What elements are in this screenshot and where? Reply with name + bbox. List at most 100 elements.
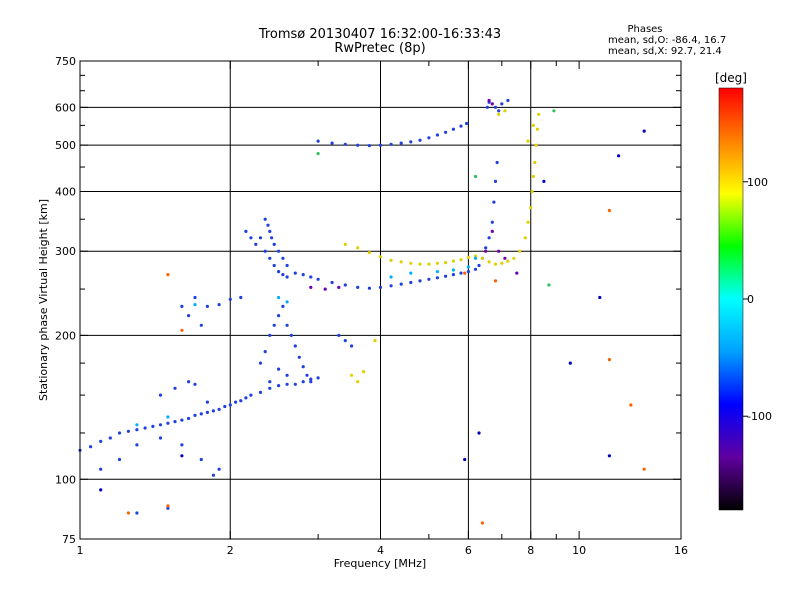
data-point (418, 138, 422, 142)
data-point (337, 285, 341, 289)
data-point (316, 376, 320, 380)
data-point (493, 262, 498, 266)
data-point (330, 141, 334, 145)
data-point (305, 373, 309, 377)
data-point (463, 457, 467, 462)
data-point (301, 365, 305, 369)
data-point (249, 393, 253, 397)
data-point (506, 259, 510, 263)
data-point (506, 98, 510, 103)
data-point (217, 303, 221, 307)
data-point (463, 271, 467, 275)
data-point (493, 105, 498, 109)
data-point (187, 416, 191, 421)
data-point (99, 467, 103, 471)
data-point (399, 282, 403, 286)
data-point (451, 273, 455, 277)
data-point (239, 295, 243, 300)
data-point (277, 270, 281, 274)
data-point (205, 400, 209, 404)
data-point (217, 467, 221, 471)
data-point (444, 274, 448, 278)
data-point (487, 260, 491, 264)
data-point (89, 445, 93, 449)
x-tick-label: 1 (77, 544, 84, 557)
data-point (378, 255, 383, 259)
data-point (173, 386, 177, 390)
data-point (465, 121, 469, 126)
data-point (356, 246, 360, 250)
data-point (244, 229, 248, 233)
data-point (193, 382, 197, 386)
data-point (378, 143, 383, 147)
chart-subtitle: RwPretec (8p) (334, 41, 425, 56)
data-point (466, 270, 470, 274)
colorbar-ticks: 100 0 -100 (743, 176, 772, 423)
data-point (117, 457, 122, 462)
data-point (493, 179, 498, 183)
y-tick-label: 100 (55, 473, 76, 486)
data-point (427, 277, 431, 281)
data-point (281, 256, 285, 260)
data-point (503, 256, 507, 260)
data-point (362, 370, 366, 374)
data-point (459, 258, 463, 262)
data-point (126, 429, 130, 433)
data-point (166, 421, 170, 425)
data-point (277, 367, 281, 371)
stats-o-line: mean, sd,O: -86.4, 16.7 (608, 35, 726, 46)
data-point (373, 339, 377, 343)
data-point (534, 143, 538, 147)
data-point (258, 390, 263, 394)
data-point (533, 160, 537, 165)
data-point (459, 271, 463, 275)
data-point (409, 261, 413, 265)
data-point (473, 174, 478, 179)
data-point (223, 404, 227, 409)
data-point (515, 271, 519, 275)
data-point (389, 275, 393, 279)
data-point (480, 521, 484, 525)
data-point (535, 127, 540, 131)
data-point (547, 283, 551, 287)
data-point (642, 129, 646, 133)
data-point (399, 260, 403, 264)
data-point (193, 295, 197, 300)
data-point (281, 304, 285, 308)
data-point (409, 271, 413, 275)
data-point (473, 267, 478, 271)
data-point (126, 511, 130, 515)
data-point (285, 373, 289, 377)
colorbar-tick-label: 100 (747, 176, 768, 189)
data-point (330, 280, 334, 285)
data-point (523, 236, 527, 240)
y-tick-label: 500 (55, 139, 76, 152)
data-point (531, 174, 536, 179)
data-point (173, 420, 177, 424)
y-tick-label: 400 (55, 185, 76, 198)
data-point (158, 423, 163, 427)
data-point (272, 323, 276, 327)
colorbar-tick-label: 0 (747, 293, 754, 306)
data-point (490, 102, 494, 106)
data-point (459, 124, 463, 128)
data-point (244, 396, 248, 400)
data-point (526, 220, 530, 224)
data-point (337, 333, 341, 337)
data-point (193, 303, 197, 307)
data-point (484, 249, 488, 253)
data-point (281, 273, 285, 277)
colorbar-label: [deg] (715, 71, 747, 85)
colorbar-tick-label: -100 (747, 410, 772, 423)
data-point (477, 431, 481, 435)
colorbar (718, 87, 744, 511)
data-point (451, 268, 455, 272)
data-point (356, 285, 360, 289)
data-point (451, 259, 455, 263)
data-point (350, 373, 354, 377)
data-point (263, 249, 267, 253)
x-tick-label: 6 (465, 544, 472, 557)
data-point (495, 160, 499, 165)
data-point (268, 386, 272, 390)
